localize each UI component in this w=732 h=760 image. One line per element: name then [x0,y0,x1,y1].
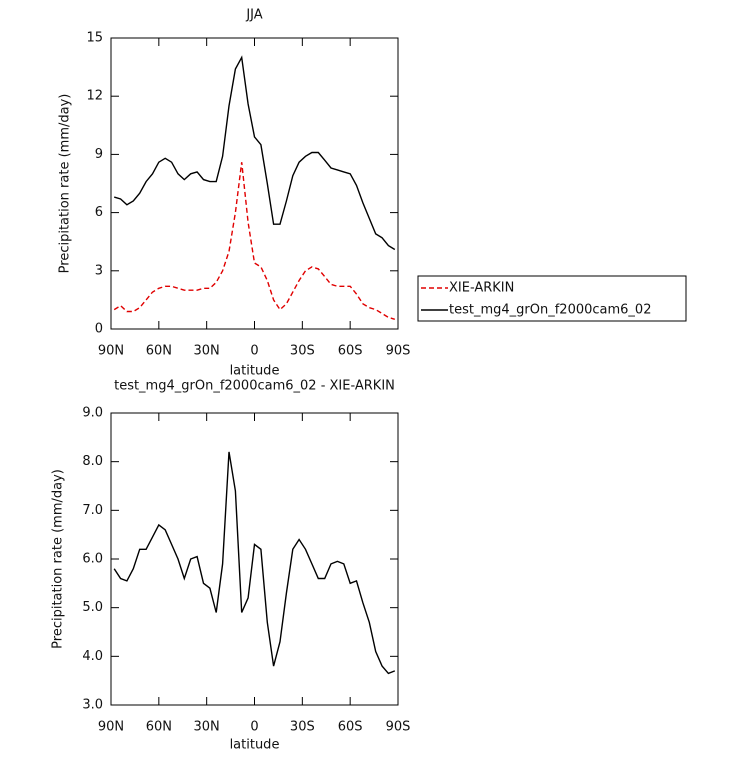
x-tick-label: 60N [146,344,172,359]
x-axis-label: latitude [230,364,280,379]
y-tick-label: 9 [95,147,103,162]
y-tick-label: 7.0 [82,503,103,518]
legend-label: XIE-ARKIN [449,281,514,296]
x-tick-label: 90N [98,720,124,735]
y-tick-label: 15 [86,31,103,46]
x-tick-label: 0 [250,720,258,735]
y-tick-label: 12 [86,89,103,104]
legend-box [417,275,687,322]
x-tick-label: 90S [386,344,411,359]
x-axis-label: latitude [230,738,280,753]
x-tick-label: 60N [146,720,172,735]
y-tick-label: 6 [95,205,103,220]
y-tick-label: 9.0 [82,406,103,421]
data-line [114,55,396,251]
y-tick-label: 4.0 [82,649,103,664]
plot-frame [110,412,399,706]
x-tick-label: 60S [338,720,363,735]
x-tick-label: 60S [338,344,363,359]
x-tick-label: 30N [194,720,220,735]
y-axis-label: Precipitation rate (mm/day) [58,94,73,274]
y-tick-label: 0 [95,322,103,337]
y-tick-label: 3 [95,263,103,278]
x-tick-label: 0 [250,344,258,359]
y-tick-label: 8.0 [82,454,103,469]
x-tick-label: 90N [98,344,124,359]
chart-title: test_mg4_grOn_f2000cam6_02 - XIE-ARKIN [114,379,395,394]
chart-title: JJA [245,8,262,23]
legend-label: test_mg4_grOn_f2000cam6_02 [449,303,651,318]
x-tick-label: 90S [386,720,411,735]
x-tick-label: 30S [290,720,315,735]
y-tick-label: 6.0 [82,552,103,567]
y-axis-label: Precipitation rate (mm/day) [51,469,66,649]
y-tick-label: 3.0 [82,698,103,713]
x-tick-label: 30S [290,344,315,359]
x-tick-label: 30N [194,344,220,359]
data-line [113,451,396,675]
data-line [113,162,395,320]
y-tick-label: 5.0 [82,600,103,615]
